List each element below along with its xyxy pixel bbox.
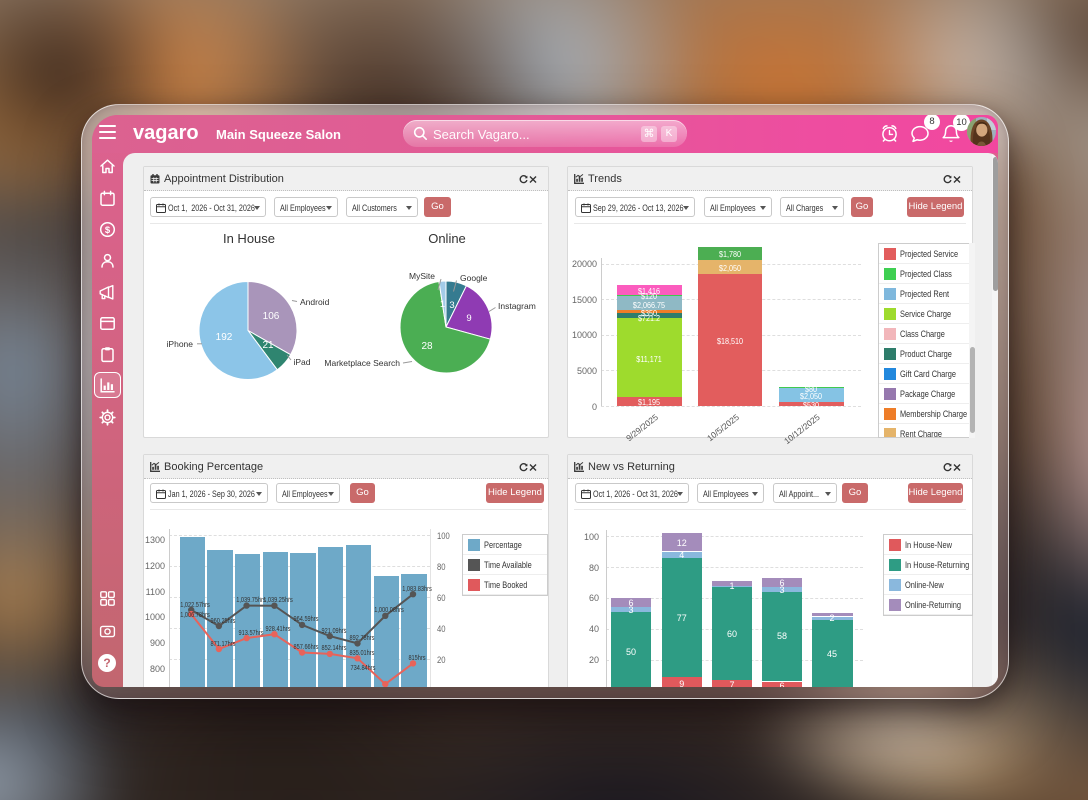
svg-text:$: $ <box>105 225 111 236</box>
